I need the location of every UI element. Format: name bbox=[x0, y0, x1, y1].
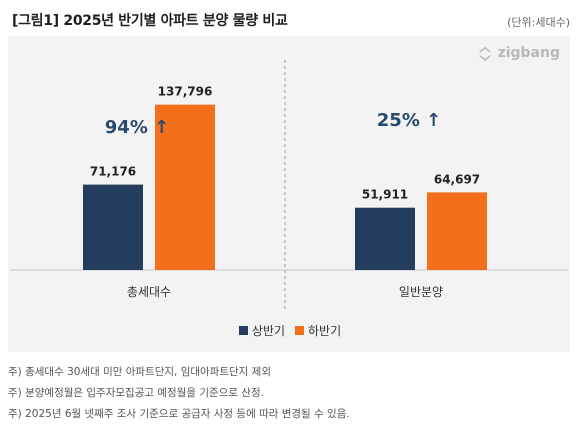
legend-item-first-half: 상반기 bbox=[238, 322, 285, 339]
bar-value-label: 51,911 bbox=[362, 188, 408, 202]
category-label: 총세대수 bbox=[127, 285, 171, 299]
footnote-1: 주) 총세대수 30세대 미만 아파트단지, 임대아파트단지 제외 bbox=[8, 366, 271, 378]
legend-label-second-half: 하반기 bbox=[308, 324, 342, 338]
growth-annotation: 25% ↑ bbox=[377, 110, 441, 131]
bar-chart: 71,176 137,796 총세대수 94% ↑ 51,911 64,697 일반분양 25… bbox=[10, 60, 568, 310]
category-label: 일반분양 bbox=[399, 285, 443, 299]
footnote-3: 주) 2025년 6월 넷째주 조사 기준으로 공급자 사정 등에 따라 변경될… bbox=[8, 408, 350, 420]
footnotes: 주) 총세대수 30세대 미만 아파트단지, 임대아파트단지 제외 주) 분양예… bbox=[8, 362, 350, 425]
bar-second-half-0 bbox=[155, 104, 215, 270]
bar-value-label: 137,796 bbox=[158, 85, 213, 99]
legend-item-second-half: 하반기 bbox=[295, 322, 341, 339]
legend: 상반기 하반기 bbox=[0, 322, 580, 339]
legend-swatch-first-half bbox=[238, 326, 248, 335]
bar-value-label: 71,176 bbox=[90, 165, 136, 179]
bar-value-label: 64,697 bbox=[434, 172, 480, 186]
unit-label: (단위:세대수) bbox=[507, 16, 570, 29]
zigbang-logo-icon bbox=[479, 46, 490, 62]
bar-first-half-0 bbox=[83, 184, 143, 270]
zigbang-logo: zigbang bbox=[476, 44, 560, 62]
legend-label-first-half: 상반기 bbox=[251, 324, 285, 338]
growth-annotation: 94% ↑ bbox=[105, 117, 169, 138]
bar-first-half-1 bbox=[355, 207, 415, 270]
logo-text: zigbang bbox=[497, 45, 560, 61]
chart-title: [그림1] 2025년 반기별 아파트 분양 물량 비교 bbox=[12, 13, 288, 29]
footnote-2: 주) 분양예정월은 입주자모집공고 예정월을 기준으로 산정. bbox=[8, 387, 264, 399]
legend-swatch-second-half bbox=[295, 326, 304, 335]
bar-second-half-1 bbox=[427, 192, 487, 270]
